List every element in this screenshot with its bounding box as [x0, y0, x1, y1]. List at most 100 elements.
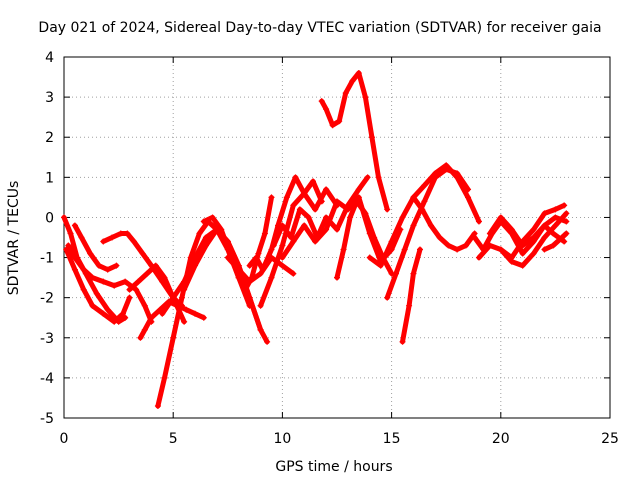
data-point-marker: [67, 230, 74, 237]
data-point-marker: [334, 226, 340, 233]
data-point-marker: [61, 214, 67, 221]
data-point-marker: [334, 274, 340, 281]
x-tick-label: 15: [383, 431, 401, 447]
data-point-marker: [126, 294, 133, 301]
data-point-marker: [257, 302, 264, 309]
series-line: [542, 231, 569, 252]
chart-title: Day 021 of 2024, Sidereal Day-to-day VTE…: [38, 20, 601, 36]
data-point-marker: [305, 214, 312, 221]
data-point-marker: [209, 214, 216, 221]
series-line: [247, 174, 325, 273]
data-point-marker: [410, 270, 417, 277]
data-point-marker: [202, 234, 209, 241]
data-point-marker: [318, 98, 325, 105]
data-point-marker: [290, 202, 297, 209]
data-point-marker: [436, 234, 443, 241]
data-point-marker: [558, 234, 565, 241]
data-point-marker: [141, 302, 148, 309]
data-point-marker: [259, 266, 266, 273]
data-point-marker: [541, 234, 548, 241]
data-point-marker: [462, 242, 469, 249]
data-point-marker: [111, 318, 118, 325]
data-point-marker: [353, 198, 360, 205]
data-point-marker: [323, 214, 330, 221]
data-point-marker: [401, 246, 408, 253]
data-point-marker: [368, 134, 375, 141]
data-point-marker: [344, 206, 351, 213]
data-point-marker: [508, 226, 515, 233]
series-line: [201, 194, 274, 293]
y-tick-label: 3: [45, 90, 54, 106]
data-point-marker: [268, 194, 275, 201]
data-point-marker: [279, 242, 286, 249]
data-point-marker: [268, 274, 275, 281]
data-point-marker: [399, 338, 406, 345]
data-point-marker: [552, 214, 559, 221]
data-point-marker: [270, 242, 277, 249]
x-axis-ticks: 0 5 10 15 20 25: [60, 57, 619, 447]
data-point-marker: [148, 314, 155, 321]
data-point-marker: [200, 314, 207, 321]
data-point-marker: [183, 306, 190, 313]
series-track-2: [63, 246, 133, 325]
data-point-marker: [159, 310, 166, 317]
series-line: [400, 247, 423, 345]
data-point-marker: [443, 166, 450, 173]
data-point-marker: [355, 186, 362, 193]
data-point-marker: [454, 246, 461, 253]
data-point-marker: [406, 302, 413, 309]
data-point-marker: [152, 262, 159, 269]
series-track-20: [384, 166, 472, 301]
data-point-marker: [471, 234, 478, 241]
series-line: [258, 186, 340, 309]
data-point-marker: [257, 270, 264, 277]
y-tick-label: 4: [45, 50, 54, 66]
data-point-marker: [113, 262, 120, 269]
data-point-marker: [563, 230, 570, 237]
series-track-27: [541, 230, 570, 253]
data-point-marker: [475, 218, 482, 225]
data-point-marker: [312, 206, 319, 213]
data-point-marker: [497, 246, 504, 253]
data-point-marker: [336, 118, 343, 125]
series-line: [334, 198, 395, 281]
data-point-marker: [419, 206, 426, 213]
data-point-marker: [347, 214, 354, 221]
data-point-marker: [312, 238, 319, 245]
data-point-marker: [139, 250, 146, 257]
data-point-marker: [541, 222, 548, 229]
data-point-marker: [137, 334, 144, 341]
y-tick-label: -4: [40, 371, 54, 387]
data-point-marker: [323, 226, 330, 233]
data-point-marker: [130, 238, 137, 245]
x-tick-label: 25: [601, 431, 619, 447]
data-point-marker: [109, 234, 116, 241]
data-point-marker: [301, 222, 308, 229]
x-axis-label: GPS time / hours: [275, 459, 392, 475]
data-point-marker: [255, 250, 262, 257]
x-tick-label: 0: [60, 431, 69, 447]
data-point-marker: [563, 210, 570, 217]
data-point-marker: [309, 178, 316, 185]
series-track-22: [410, 194, 478, 253]
data-point-marker: [475, 254, 482, 261]
data-point-marker: [279, 254, 286, 261]
data-point-marker: [224, 254, 231, 261]
grid-lines: [64, 57, 610, 418]
data-point-marker: [366, 254, 373, 261]
data-point-marker: [432, 174, 439, 181]
data-point-marker: [135, 278, 142, 285]
series-track-3: [71, 222, 120, 273]
data-point-marker: [427, 222, 434, 229]
data-point-marker: [283, 194, 290, 201]
x-tick-label: 5: [169, 431, 178, 447]
data-point-marker: [388, 238, 395, 245]
data-point-marker: [100, 238, 107, 245]
data-point-marker: [143, 270, 150, 277]
data-point-marker: [122, 314, 129, 321]
data-point-marker: [218, 226, 225, 233]
series-line: [410, 194, 478, 252]
series-track-17: [318, 70, 391, 213]
series-track-26: [497, 210, 570, 269]
